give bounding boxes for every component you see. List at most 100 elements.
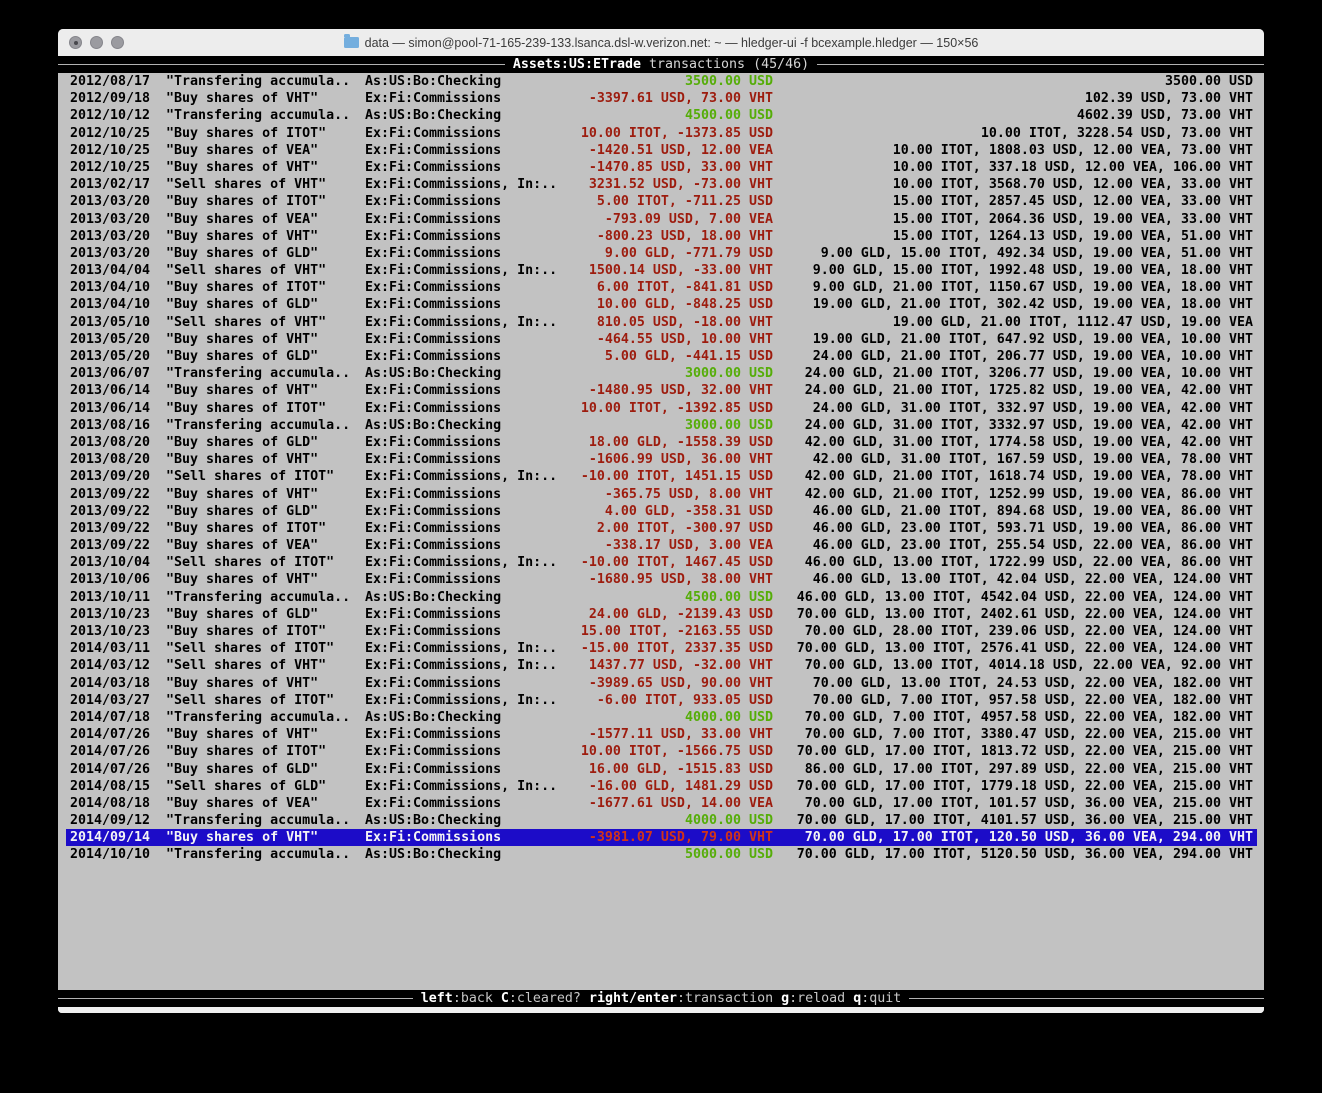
- tx-description: "Transfering accumula..: [166, 589, 351, 605]
- transaction-row[interactable]: 2013/10/11 "Transfering accumula.. As:US:B…: [66, 589, 1257, 606]
- tx-amount: -1680.95 USD, 38.00 VHT: [588, 572, 773, 588]
- transaction-row[interactable]: 2013/03/20 "Buy shares of GLD" Ex:Fi:Commi…: [66, 245, 1257, 262]
- transaction-row[interactable]: 2014/08/18 "Buy shares of VEA" Ex:Fi:Commi…: [66, 795, 1257, 812]
- tx-amount: -10.00 ITOT, 1467.45 USD: [580, 555, 773, 571]
- transaction-row[interactable]: 2014/03/12 "Sell shares of VHT" Ex:Fi:Comm…: [66, 657, 1257, 674]
- tx-date: 2012/10/25: [70, 159, 151, 175]
- tx-balance: 46.00 GLD, 13.00 ITOT, 42.04 USD, 22.00 …: [812, 572, 1253, 588]
- transaction-row[interactable]: 2013/04/10 "Buy shares of ITOT" Ex:Fi:Comm…: [66, 279, 1257, 296]
- tx-amount: 1500.14 USD, -33.00 VHT: [588, 263, 773, 279]
- transaction-row[interactable]: 2012/08/17 "Transfering accumula.. As:US:B…: [66, 73, 1257, 90]
- transaction-row[interactable]: 2014/07/26 "Buy shares of VHT" Ex:Fi:Commi…: [66, 726, 1257, 743]
- transaction-row[interactable]: 2013/10/06 "Buy shares of VHT" Ex:Fi:Commi…: [66, 571, 1257, 588]
- transaction-row[interactable]: 2013/09/20 "Sell shares of ITOT" Ex:Fi:Com…: [66, 468, 1257, 485]
- tx-balance: 10.00 ITOT, 1808.03 USD, 12.00 VEA, 73.0…: [892, 142, 1253, 158]
- tx-other-accounts: Ex:Fi:Commissions: [365, 434, 502, 450]
- transaction-row[interactable]: 2013/09/22 "Buy shares of VEA" Ex:Fi:Commi…: [66, 537, 1257, 554]
- transaction-row[interactable]: 2013/04/10 "Buy shares of GLD" Ex:Fi:Commi…: [66, 296, 1257, 313]
- tx-description: "Sell shares of GLD": [166, 778, 327, 794]
- transaction-row[interactable]: 2013/08/20 "Buy shares of VHT" Ex:Fi:Commi…: [66, 451, 1257, 468]
- tx-date: 2014/03/27: [70, 692, 151, 708]
- transaction-row[interactable]: 2013/09/22 "Buy shares of VHT" Ex:Fi:Commi…: [66, 486, 1257, 503]
- register-header-bar: Assets:US:ETrade transactions (45/46): [58, 56, 1264, 73]
- transaction-row[interactable]: 2014/07/26 "Buy shares of ITOT" Ex:Fi:Comm…: [66, 743, 1257, 760]
- tx-date: 2014/08/18: [70, 795, 151, 811]
- transaction-row[interactable]: 2013/05/10 "Sell shares of VHT" Ex:Fi:Comm…: [66, 314, 1257, 331]
- zoom-button[interactable]: [111, 36, 124, 49]
- tx-date: 2013/08/20: [70, 434, 151, 450]
- tx-amount: 4500.00 USD: [684, 108, 773, 124]
- tx-description: "Buy shares of VHT": [166, 91, 319, 107]
- tx-description: "Buy shares of GLD": [166, 245, 319, 261]
- transaction-row[interactable]: 2013/02/17 "Sell shares of VHT" Ex:Fi:Comm…: [66, 176, 1257, 193]
- minimize-button[interactable]: [90, 36, 103, 49]
- transaction-row[interactable]: 2013/09/22 "Buy shares of GLD" Ex:Fi:Commi…: [66, 503, 1257, 520]
- tx-amount: 10.00 GLD, -848.25 USD: [596, 297, 773, 313]
- tx-other-accounts: Ex:Fi:Commissions: [365, 159, 502, 175]
- transaction-row[interactable]: 2012/10/25 "Buy shares of VHT" Ex:Fi:Commi…: [66, 159, 1257, 176]
- tx-other-accounts: Ex:Fi:Commissions: [365, 795, 502, 811]
- transaction-row[interactable]: 2013/05/20 "Buy shares of VHT" Ex:Fi:Commi…: [66, 331, 1257, 348]
- tx-balance: 46.00 GLD, 13.00 ITOT, 4542.04 USD, 22.0…: [796, 589, 1253, 605]
- tx-balance: 86.00 GLD, 17.00 ITOT, 297.89 USD, 22.00…: [804, 761, 1253, 777]
- tx-other-accounts: Ex:Fi:Commissions: [365, 624, 502, 639]
- window-titlebar[interactable]: data — simon@pool-71-165-239-133.lsanca.…: [58, 29, 1264, 57]
- folder-icon: [343, 34, 359, 48]
- tx-balance: 19.00 GLD, 21.00 ITOT, 1112.47 USD, 19.0…: [892, 314, 1253, 330]
- transaction-row[interactable]: 2012/10/25 "Buy shares of VEA" Ex:Fi:Commi…: [66, 142, 1257, 159]
- tx-other-accounts: Ex:Fi:Commissions: [365, 538, 502, 554]
- transaction-row[interactable]: 2013/08/20 "Buy shares of GLD" Ex:Fi:Commi…: [66, 434, 1257, 451]
- transaction-row[interactable]: 2013/06/14 "Buy shares of ITOT" Ex:Fi:Comm…: [66, 400, 1257, 417]
- tx-balance: 70.00 GLD, 7.00 ITOT, 4957.58 USD, 22.00…: [804, 709, 1253, 725]
- transaction-row[interactable]: 2013/03/20 "Buy shares of ITOT" Ex:Fi:Comm…: [66, 193, 1257, 210]
- tx-other-accounts: As:US:Bo:Checking: [365, 813, 502, 829]
- tx-balance: 10.00 ITOT, 3228.54 USD, 73.00 VHT: [980, 125, 1253, 141]
- tx-other-accounts: Ex:Fi:Commissions, In:..: [365, 555, 558, 571]
- tx-date: 2014/09/12: [70, 813, 151, 829]
- transaction-row[interactable]: 2014/07/18 "Transfering accumula.. As:US:B…: [66, 709, 1257, 726]
- transaction-row[interactable]: 2014/03/18 "Buy shares of VHT" Ex:Fi:Commi…: [66, 675, 1257, 692]
- tx-date: 2013/10/04: [70, 555, 151, 571]
- transaction-row[interactable]: 2014/07/26 "Buy shares of GLD" Ex:Fi:Commi…: [66, 761, 1257, 778]
- tx-amount: -16.00 GLD, 1481.29 USD: [588, 778, 773, 794]
- transaction-row[interactable]: 2013/05/20 "Buy shares of GLD" Ex:Fi:Commi…: [66, 348, 1257, 365]
- transaction-row[interactable]: 2013/03/20 "Buy shares of VHT" Ex:Fi:Commi…: [66, 228, 1257, 245]
- transaction-row[interactable]: 2014/03/11 "Sell shares of ITOT" Ex:Fi:Com…: [66, 640, 1257, 657]
- transaction-row[interactable]: 2013/06/07 "Transfering accumula.. As:US:B…: [66, 365, 1257, 382]
- transaction-row[interactable]: 2013/06/14 "Buy shares of VHT" Ex:Fi:Commi…: [66, 382, 1257, 399]
- transaction-row[interactable]: 2013/03/20 "Buy shares of VEA" Ex:Fi:Commi…: [66, 211, 1257, 228]
- transaction-row[interactable]: 2013/10/04 "Sell shares of ITOT" Ex:Fi:Com…: [66, 554, 1257, 571]
- tx-description: "Buy shares of ITOT": [166, 194, 327, 210]
- tx-date: 2013/10/23: [70, 606, 151, 622]
- tx-amount: -1677.61 USD, 14.00 VEA: [588, 795, 773, 811]
- tx-description: "Transfering accumula..: [166, 709, 351, 725]
- transaction-row[interactable]: 2014/03/27 "Sell shares of ITOT" Ex:Fi:Com…: [66, 692, 1257, 709]
- tx-other-accounts: Ex:Fi:Commissions: [365, 211, 502, 227]
- transaction-row[interactable]: 2012/10/12 "Transfering accumula.. As:US:B…: [66, 107, 1257, 124]
- tx-description: "Buy shares of VHT": [166, 228, 319, 244]
- transaction-row[interactable]: 2014/08/15 "Sell shares of GLD" Ex:Fi:Comm…: [66, 778, 1257, 795]
- transaction-row[interactable]: 2014/10/10 "Transfering accumula.. As:US:B…: [66, 846, 1257, 863]
- tx-amount: 4000.00 USD: [684, 709, 773, 725]
- tx-other-accounts: Ex:Fi:Commissions, In:..: [365, 263, 558, 279]
- transaction-row-selected[interactable]: 2014/09/14 "Buy shares of VHT" Ex:Fi:Commi…: [66, 829, 1257, 847]
- tx-balance: 70.00 GLD, 13.00 ITOT, 2402.61 USD, 22.0…: [796, 606, 1253, 622]
- tx-amount: -365.75 USD, 8.00 VHT: [604, 486, 773, 502]
- transaction-row[interactable]: 2013/08/16 "Transfering accumula.. As:US:B…: [66, 417, 1257, 434]
- tx-balance: 24.00 GLD, 31.00 ITOT, 332.97 USD, 19.00…: [812, 400, 1253, 416]
- tx-date: 2013/03/20: [70, 245, 151, 261]
- tx-date: 2014/03/18: [70, 675, 151, 691]
- transaction-row[interactable]: 2012/10/25 "Buy shares of ITOT" Ex:Fi:Comm…: [66, 125, 1257, 142]
- transaction-row[interactable]: 2013/04/04 "Sell shares of VHT" Ex:Fi:Comm…: [66, 262, 1257, 279]
- transaction-row[interactable]: 2014/09/12 "Transfering accumula.. As:US:B…: [66, 812, 1257, 829]
- close-button[interactable]: [69, 36, 82, 49]
- transaction-row[interactable]: 2013/09/22 "Buy shares of ITOT" Ex:Fi:Comm…: [66, 520, 1257, 537]
- tx-balance: 70.00 GLD, 17.00 ITOT, 1779.18 USD, 22.0…: [796, 778, 1253, 794]
- tx-balance: 70.00 GLD, 13.00 ITOT, 4014.18 USD, 22.0…: [804, 658, 1253, 674]
- transaction-row[interactable]: 2013/10/23 "Buy shares of ITOT" Ex:Fi:Comm…: [66, 623, 1257, 640]
- transaction-row[interactable]: 2012/09/18 "Buy shares of VHT" Ex:Fi:Commi…: [66, 90, 1257, 107]
- tx-description: "Transfering accumula..: [166, 108, 351, 124]
- help-action: :quit: [861, 991, 902, 1006]
- transaction-row[interactable]: 2013/10/23 "Buy shares of GLD" Ex:Fi:Commi…: [66, 606, 1257, 623]
